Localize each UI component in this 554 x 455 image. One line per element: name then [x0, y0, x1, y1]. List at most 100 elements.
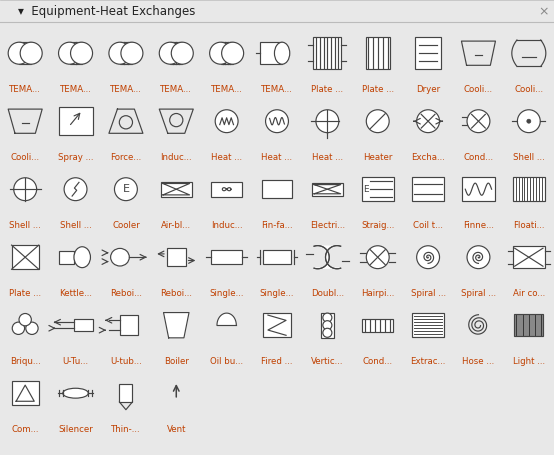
Text: Shell ...: Shell ... — [60, 221, 91, 230]
Bar — [74, 319, 93, 331]
Circle shape — [323, 328, 332, 337]
Bar — [512, 246, 545, 268]
Circle shape — [323, 321, 332, 330]
Circle shape — [171, 42, 193, 64]
Text: Light ...: Light ... — [513, 357, 545, 366]
Bar — [170, 42, 182, 64]
Circle shape — [467, 246, 490, 268]
Bar — [362, 177, 394, 201]
Text: Com...: Com... — [12, 425, 39, 434]
Circle shape — [323, 313, 332, 322]
Text: Finne...: Finne... — [463, 221, 494, 230]
Bar — [12, 245, 39, 269]
Bar — [512, 177, 545, 201]
Text: Spiral ...: Spiral ... — [461, 289, 496, 298]
Bar — [59, 107, 93, 135]
Bar — [211, 182, 242, 197]
Text: ▾  Equipment-Heat Exchanges: ▾ Equipment-Heat Exchanges — [18, 5, 196, 19]
Bar — [321, 313, 334, 338]
Text: TEMA...: TEMA... — [9, 85, 41, 94]
Text: Vent: Vent — [167, 425, 186, 434]
Circle shape — [527, 119, 531, 123]
Text: Induc...: Induc... — [211, 221, 243, 230]
Circle shape — [417, 110, 439, 133]
Text: Shell ...: Shell ... — [513, 153, 545, 162]
Text: Cooler: Cooler — [112, 221, 140, 230]
Text: Air-bl...: Air-bl... — [161, 221, 191, 230]
Text: Reboi...: Reboi... — [160, 289, 192, 298]
Text: Hairpi...: Hairpi... — [361, 289, 394, 298]
Text: Boiler: Boiler — [164, 357, 189, 366]
Text: Coil t...: Coil t... — [413, 221, 443, 230]
Circle shape — [265, 110, 289, 133]
Text: Plate ...: Plate ... — [362, 85, 394, 94]
Circle shape — [109, 42, 131, 64]
Text: Cond...: Cond... — [363, 357, 393, 366]
Circle shape — [159, 42, 181, 64]
Text: TEMA...: TEMA... — [110, 85, 142, 94]
Bar — [120, 384, 132, 402]
Circle shape — [209, 42, 232, 64]
Bar — [514, 314, 543, 336]
Bar — [211, 250, 242, 264]
Bar — [312, 182, 343, 196]
Bar — [12, 381, 39, 405]
Circle shape — [467, 110, 490, 133]
Circle shape — [70, 42, 93, 64]
Bar — [161, 182, 192, 197]
Ellipse shape — [74, 247, 90, 268]
Circle shape — [8, 42, 30, 64]
Text: TEMA...: TEMA... — [160, 85, 192, 94]
Text: Heater: Heater — [363, 153, 392, 162]
Text: Reboi...: Reboi... — [110, 289, 142, 298]
Bar — [120, 42, 132, 64]
Ellipse shape — [274, 42, 290, 64]
Text: Plate ...: Plate ... — [311, 85, 343, 94]
Text: Extrac...: Extrac... — [411, 357, 446, 366]
Bar — [220, 42, 233, 64]
Text: E: E — [122, 184, 130, 194]
Polygon shape — [314, 246, 341, 269]
Text: U-tub...: U-tub... — [110, 357, 142, 366]
Text: Briqu...: Briqu... — [10, 357, 40, 366]
Bar — [263, 250, 291, 264]
Text: Spiral ...: Spiral ... — [411, 289, 445, 298]
Polygon shape — [163, 313, 189, 338]
Text: Kettle...: Kettle... — [59, 289, 92, 298]
Text: Floati...: Floati... — [513, 221, 545, 230]
Circle shape — [12, 322, 24, 334]
Text: Oil bu...: Oil bu... — [210, 357, 243, 366]
Text: Heat ...: Heat ... — [261, 153, 293, 162]
Text: U-Tu...: U-Tu... — [63, 357, 89, 366]
Text: Vertic...: Vertic... — [311, 357, 343, 366]
Circle shape — [59, 42, 80, 64]
Text: Single...: Single... — [260, 289, 294, 298]
Text: Dryer: Dryer — [416, 85, 440, 94]
Polygon shape — [217, 313, 237, 325]
Bar — [462, 177, 495, 201]
Bar — [19, 42, 31, 64]
Text: Induc...: Induc... — [161, 153, 192, 162]
Bar — [415, 37, 441, 69]
Circle shape — [26, 322, 38, 334]
Text: Spray ...: Spray ... — [58, 153, 93, 162]
Text: Single...: Single... — [209, 289, 244, 298]
Circle shape — [366, 246, 389, 268]
Text: Excha...: Excha... — [411, 153, 445, 162]
Text: Air co...: Air co... — [512, 289, 545, 298]
Circle shape — [517, 110, 540, 133]
Text: Heat ...: Heat ... — [312, 153, 343, 162]
Text: TEMA...: TEMA... — [211, 85, 243, 94]
Text: Fired ...: Fired ... — [261, 357, 293, 366]
Bar — [167, 248, 186, 266]
Bar — [412, 177, 444, 201]
Text: TEMA...: TEMA... — [60, 85, 91, 94]
Text: ×: × — [538, 5, 549, 19]
Circle shape — [14, 178, 37, 201]
Text: E: E — [363, 185, 369, 194]
Bar — [366, 37, 389, 69]
Bar — [362, 318, 393, 332]
Circle shape — [121, 42, 143, 64]
Circle shape — [222, 42, 244, 64]
Bar — [260, 42, 282, 64]
